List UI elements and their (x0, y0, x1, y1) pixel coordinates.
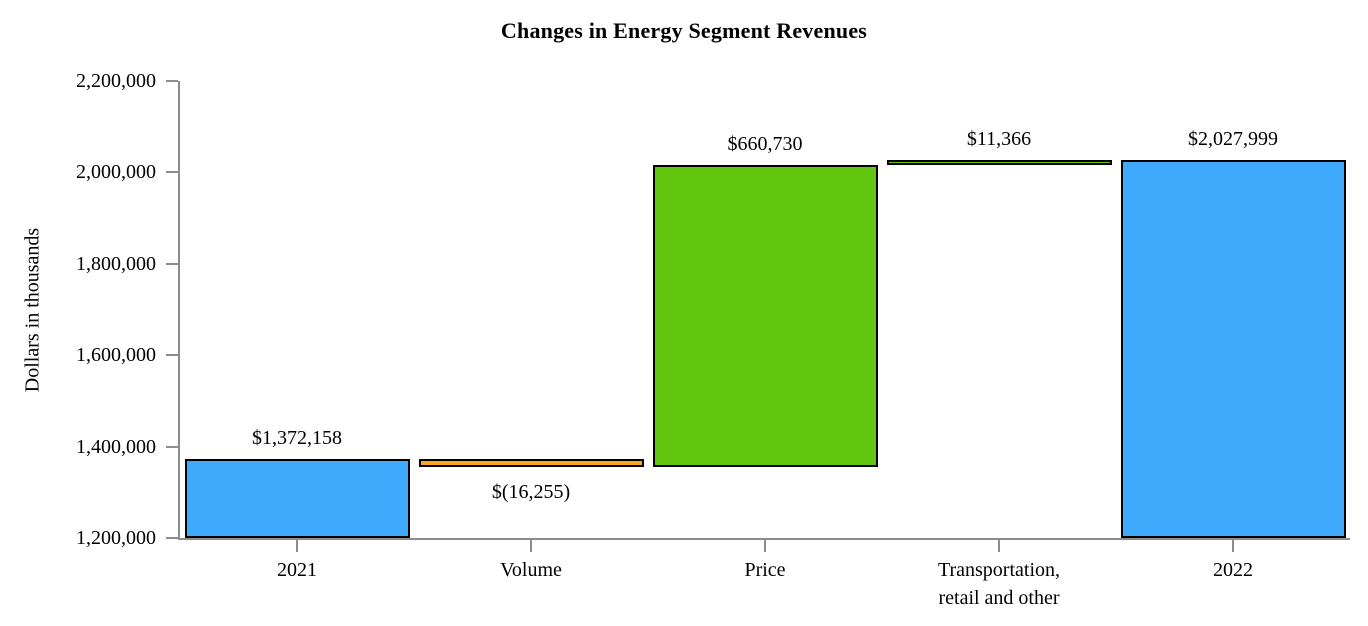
y-tick-label: 1,600,000 (76, 344, 156, 367)
x-category-label-line: Price (744, 559, 786, 581)
bar-value-label-price: $660,730 (727, 132, 803, 155)
x-category-label-2021: 2021 (180, 556, 414, 584)
bar-value-label-2021: $1,372,158 (252, 427, 342, 450)
x-category-label-line: 2021 (277, 559, 317, 581)
x-category-label-line: retail and other (938, 587, 1060, 609)
x-category-label-line: Transportation, (937, 559, 1061, 581)
x-axis-line (178, 538, 1350, 540)
y-tick-mark (166, 537, 178, 539)
x-tick-mark (764, 540, 766, 552)
x-category-label-transportation-retail-and-other: Transportation, retail and other (882, 556, 1116, 612)
y-tick-label: 2,000,000 (76, 161, 156, 184)
bar-value-label-2022: $2,027,999 (1188, 127, 1278, 150)
y-tick-label: 1,800,000 (76, 252, 156, 275)
bar-price (652, 164, 878, 467)
bar-value-label-volume: $(16,255) (491, 480, 571, 503)
bar-volume (418, 459, 644, 467)
bar-transportation-retail-and-other (886, 159, 1112, 165)
x-category-label-line: 2022 (1213, 559, 1253, 581)
y-tick-label: 2,200,000 (76, 70, 156, 92)
y-tick-label: 1,400,000 (76, 435, 156, 458)
y-tick-mark (166, 80, 178, 82)
x-category-label-2022: 2022 (1116, 556, 1350, 584)
x-category-label-price: Price (648, 556, 882, 584)
x-tick-mark (998, 540, 1000, 552)
x-tick-mark (530, 540, 532, 552)
bar-2022 (1120, 159, 1346, 538)
y-tick-mark (166, 262, 178, 265)
x-tick-mark (296, 540, 298, 552)
x-category-label-line: Volume (500, 559, 562, 581)
x-category-label-volume: Volume (414, 556, 648, 584)
y-tick-label: 1,200,000 (76, 527, 156, 549)
y-tick-mark (166, 445, 178, 448)
bar-2021 (184, 459, 410, 538)
y-tick-mark (166, 171, 178, 174)
y-axis-line (178, 81, 180, 540)
chart-title: Changes in Energy Segment Revenues (500, 18, 868, 43)
bar-value-label-transportation-retail-and-other: $11,366 (966, 127, 1032, 150)
x-tick-mark (1232, 540, 1234, 552)
y-tick-mark (166, 354, 178, 357)
